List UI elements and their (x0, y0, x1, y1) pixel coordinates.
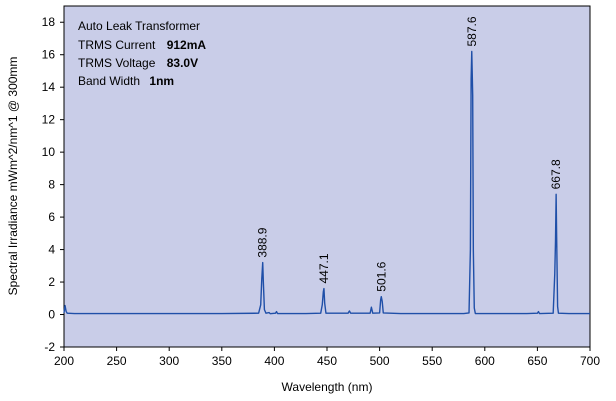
y-axis-label: Spectral Irradiance mWm^2/nm^1 @ 300mm (6, 57, 20, 296)
x-tick-label: 500 (370, 354, 390, 368)
y-tick-label: 12 (42, 113, 56, 127)
x-tick-label: 350 (212, 354, 232, 368)
info-annotation: Auto Leak Transformer TRMS Current 912mA… (78, 19, 206, 88)
y-tick-label: 2 (48, 275, 55, 289)
annotation-voltage: TRMS Voltage 83.0V (78, 56, 198, 70)
peak-label: 667.8 (549, 159, 563, 189)
x-tick-label: 700 (580, 354, 600, 368)
axis-ticks: 200 250 300 350 400 450 500 550 600 650 700 -2 0 2 4 6 8… (42, 15, 601, 368)
plot-area (63, 5, 591, 348)
voltage-value: 83.0V (167, 56, 198, 70)
peak-label: 501.6 (374, 261, 388, 291)
spectrum-line (63, 50, 590, 315)
bandwidth-label: Band Width (78, 74, 140, 88)
annotation-bandwidth: Band Width 1nm (78, 74, 174, 88)
current-value: 912mA (167, 38, 207, 52)
y-tick-label: 0 (48, 308, 55, 322)
y-tick-label: 4 (48, 243, 55, 257)
y-tick-label: 18 (42, 15, 56, 29)
y-tick-label: 8 (48, 178, 55, 192)
x-tick-label: 400 (264, 354, 284, 368)
annotation-current: TRMS Current 912mA (78, 38, 206, 52)
x-tick-label: 650 (527, 354, 547, 368)
y-tick-label: 10 (42, 145, 56, 159)
x-tick-label: 300 (159, 354, 179, 368)
peak-label: 447.1 (317, 253, 331, 283)
y-tick-label: 6 (48, 210, 55, 224)
peak-label: 388.9 (256, 227, 270, 257)
y-tick-label: 14 (42, 80, 56, 94)
x-tick-label: 200 (54, 354, 74, 368)
peak-labels: 388.9 447.1 501.6 587.6 667.8 (256, 16, 563, 292)
x-tick-label: 250 (107, 354, 127, 368)
x-tick-label: 600 (475, 354, 495, 368)
bandwidth-value: 1nm (149, 74, 174, 88)
annotation-title: Auto Leak Transformer (78, 19, 200, 33)
voltage-label: TRMS Voltage (78, 56, 156, 70)
peak-label: 587.6 (465, 16, 479, 46)
x-axis-label: Wavelength (nm) (282, 380, 373, 394)
x-tick-label: 550 (422, 354, 442, 368)
y-tick-label: -2 (44, 340, 55, 354)
y-tick-label: 16 (42, 48, 56, 62)
current-label: TRMS Current (78, 38, 156, 52)
x-tick-label: 450 (317, 354, 337, 368)
spectrum-line-group (63, 50, 590, 315)
